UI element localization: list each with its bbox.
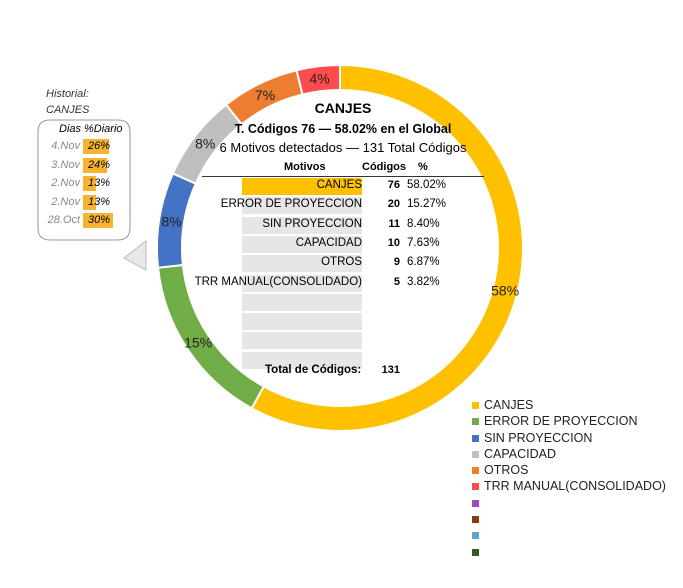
chart-subtitle-2: 6 Motivos detectados — 131 Total Códigos (219, 140, 467, 155)
row-percent: 6.87% (407, 256, 440, 269)
row-bar-bg (242, 235, 362, 253)
legend-swatch (472, 516, 479, 524)
donut-slice-trr-manual-consolidado- (295, 63, 341, 96)
historial-col-dias: Dias (59, 123, 82, 135)
legend-swatch (472, 483, 479, 491)
slice-label: 8% (161, 214, 181, 230)
row-percent: 58.02% (407, 179, 447, 191)
historial-day: 28.Oct (47, 214, 80, 226)
legend-swatch (472, 418, 479, 426)
historial-row: 2.Nov 13% (46, 176, 126, 192)
row-label: ERROR DE PROYECCION (220, 198, 362, 211)
legend-label: CANJES (484, 398, 534, 412)
row-count: 10 (387, 236, 400, 249)
row-bar-bg (242, 313, 362, 331)
row-bar-bg (242, 255, 362, 273)
row-bar-bg (242, 332, 362, 350)
historial-value: 26% (88, 140, 111, 152)
row-label: TRR MANUAL(CONSOLIDADO) (194, 275, 362, 288)
historial-bar (83, 176, 96, 191)
table-row (202, 313, 484, 331)
slice-label: 58% (491, 282, 519, 298)
row-percent: 15.27% (407, 198, 447, 211)
legend-label: ERROR DE PROYECCION (484, 414, 638, 429)
slice-label: 4% (309, 71, 329, 87)
row-label: CAPACIDAD (295, 236, 362, 249)
row-count: 20 (387, 198, 400, 211)
row-bar-bg (242, 197, 362, 215)
row-count: 76 (387, 179, 400, 191)
header-divider (202, 176, 484, 177)
table-row: OTROS 9 6.87% (202, 255, 484, 273)
historial-day: 2.Nov (51, 177, 80, 189)
historial-col-diario: %Diario (84, 123, 123, 135)
slice-label: 7% (255, 87, 275, 103)
legend-label: OTROS (484, 463, 529, 478)
row-label: OTROS (321, 256, 362, 269)
legend-swatch (472, 499, 479, 507)
table-row: CAPACIDAD 10 7.63% (202, 235, 484, 253)
center-panel: CANJES T. Códigos 76 — 58.02% en el Glob… (195, 98, 484, 376)
callout-pointer (123, 239, 147, 271)
col-header-codigos: Códigos (362, 161, 406, 173)
table-row: TRR MANUAL(CONSOLIDADO) 5 3.82% (195, 274, 484, 292)
historial-subtitle: CANJES (46, 104, 90, 116)
legend-swatch (472, 434, 479, 442)
historial-day: 4.Nov (51, 140, 80, 152)
row-bar-bg (242, 274, 362, 292)
historial-row: 2.Nov 13% (46, 194, 126, 211)
historial-bar (83, 157, 107, 173)
donut-slice-canjes (250, 63, 524, 432)
historial-bar (83, 194, 96, 210)
row-label: SIN PROYECCION (262, 217, 362, 230)
historial-value: 30% (88, 214, 111, 226)
row-bar-bg (242, 293, 362, 311)
legend-label: SIN PROYECCION (484, 430, 593, 445)
historial-row: 4.Nov 26% (46, 139, 126, 155)
table-row (202, 351, 484, 369)
historial-day: 3.Nov (51, 158, 80, 171)
row-label: CANJES (316, 179, 362, 191)
table-row: ERROR DE PROYECCION 20 15.27% (202, 197, 484, 215)
legend-label: CAPACIDAD (484, 446, 557, 461)
historial-bar (83, 139, 109, 154)
historial-value: 24% (88, 158, 111, 171)
historial-row: 28.Oct 30% (46, 213, 126, 229)
legend-swatch (472, 467, 479, 475)
table-row: CANJES 76 58.02% (202, 178, 484, 195)
legend-swatch (472, 402, 479, 409)
slice-label: 8% (195, 136, 215, 152)
historial-row: 3.Nov 24% (46, 157, 126, 174)
legend-label: TRR MANUAL(CONSOLIDADO) (484, 479, 666, 494)
legend-swatch (472, 532, 479, 540)
total-label: Total de Códigos: (265, 364, 362, 376)
historial-title: Historial: (46, 88, 89, 100)
historial-day: 2.Nov (51, 195, 80, 208)
legend-swatch (472, 548, 479, 556)
table-row (202, 332, 484, 350)
legend-swatch (472, 450, 479, 458)
table-row: SIN PROYECCION 11 8.40% (202, 216, 484, 234)
row-bar-fill (242, 178, 362, 195)
col-header-pct: % (418, 161, 428, 173)
historial-value: 13% (88, 195, 111, 208)
row-percent: 3.82% (407, 275, 440, 288)
historial-bar (83, 213, 113, 228)
chart-title: CANJES (314, 100, 372, 116)
chart-subtitle: T. Códigos 76 — 58.02% en el Global (234, 122, 452, 136)
row-percent: 7.63% (407, 236, 440, 249)
col-header-motivos: Motivos (284, 161, 326, 173)
row-percent: 8.40% (407, 217, 440, 230)
row-count: 5 (393, 275, 400, 288)
row-count: 11 (388, 217, 400, 230)
historial-value: 13% (88, 177, 111, 189)
row-bar-bg (242, 351, 362, 369)
table-row (202, 293, 484, 311)
row-count: 9 (393, 256, 400, 269)
slice-label: 15% (184, 335, 212, 351)
total-value: 131 (381, 364, 400, 376)
row-bar-bg (242, 216, 362, 234)
